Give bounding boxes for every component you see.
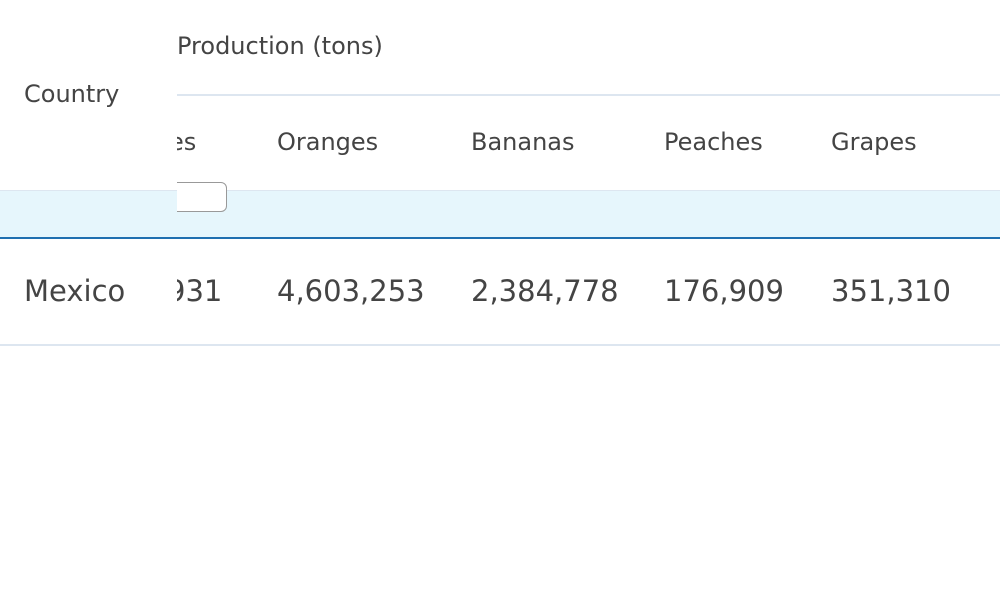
column-header: Grapes [831,128,917,156]
cell: 4,603,253 [277,274,425,308]
group-header-divider [177,94,1000,96]
filter-row [0,191,1000,238]
column-header: Oranges [277,128,379,156]
column-header: Bananas [471,128,575,156]
filter-bottom-border [0,237,1000,239]
cell: Mexico [24,274,126,308]
cell: 2,384,778 [471,274,619,308]
cell: 351,310 [831,274,951,308]
column-header: es [177,128,197,156]
header-bottom-border [0,190,1000,191]
group-header: Production (tons) [177,32,383,60]
filter-input[interactable] [177,182,227,212]
column-header: Country [24,80,120,108]
column-header: Peaches [664,128,763,156]
scroll-area: Production (tons) es Oranges Bananas Pea… [177,0,1000,600]
cell: 176,909 [664,274,784,308]
row-bottom-border [0,344,1000,346]
cell: 931 [177,274,223,308]
